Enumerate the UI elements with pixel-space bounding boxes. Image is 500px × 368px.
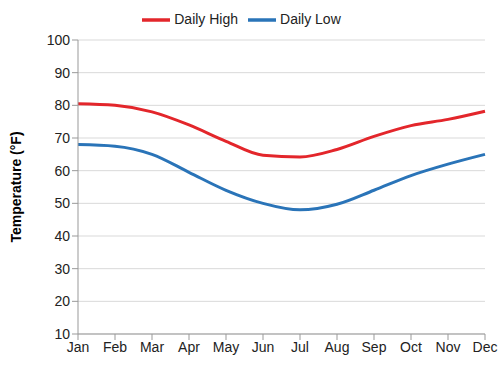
svg-text:50: 50 — [54, 195, 70, 211]
html-text:Daily High: Daily High — [174, 11, 238, 28]
svg-text:10: 10 — [54, 326, 70, 342]
svg-text:Apr: Apr — [178, 339, 200, 355]
svg-text:20: 20 — [54, 293, 70, 309]
svg-text:May: May — [213, 339, 239, 355]
svg-text:Feb: Feb — [103, 339, 127, 355]
svg-text:30: 30 — [54, 261, 70, 277]
svg-text:Nov: Nov — [436, 339, 461, 355]
html-text:Daily Low: Daily Low — [280, 11, 341, 28]
svg-text:Temperature (°F): Temperature (°F) — [8, 131, 24, 242]
svg-text:100: 100 — [47, 32, 71, 48]
svg-text:Dec: Dec — [473, 339, 492, 355]
svg-text:Oct: Oct — [400, 339, 422, 355]
svg-text:Jan: Jan — [67, 339, 90, 355]
svg-text:40: 40 — [54, 228, 70, 244]
svg-text:70: 70 — [54, 130, 70, 146]
svg-text:80: 80 — [54, 97, 70, 113]
svg-text:Jun: Jun — [252, 339, 275, 355]
svg-text:Aug: Aug — [325, 339, 350, 355]
svg-text:Sep: Sep — [362, 339, 387, 355]
svg-text:90: 90 — [54, 65, 70, 81]
svg-text:Jul: Jul — [291, 339, 309, 355]
svg-text:60: 60 — [54, 163, 70, 179]
svg-text:Mar: Mar — [140, 339, 164, 355]
